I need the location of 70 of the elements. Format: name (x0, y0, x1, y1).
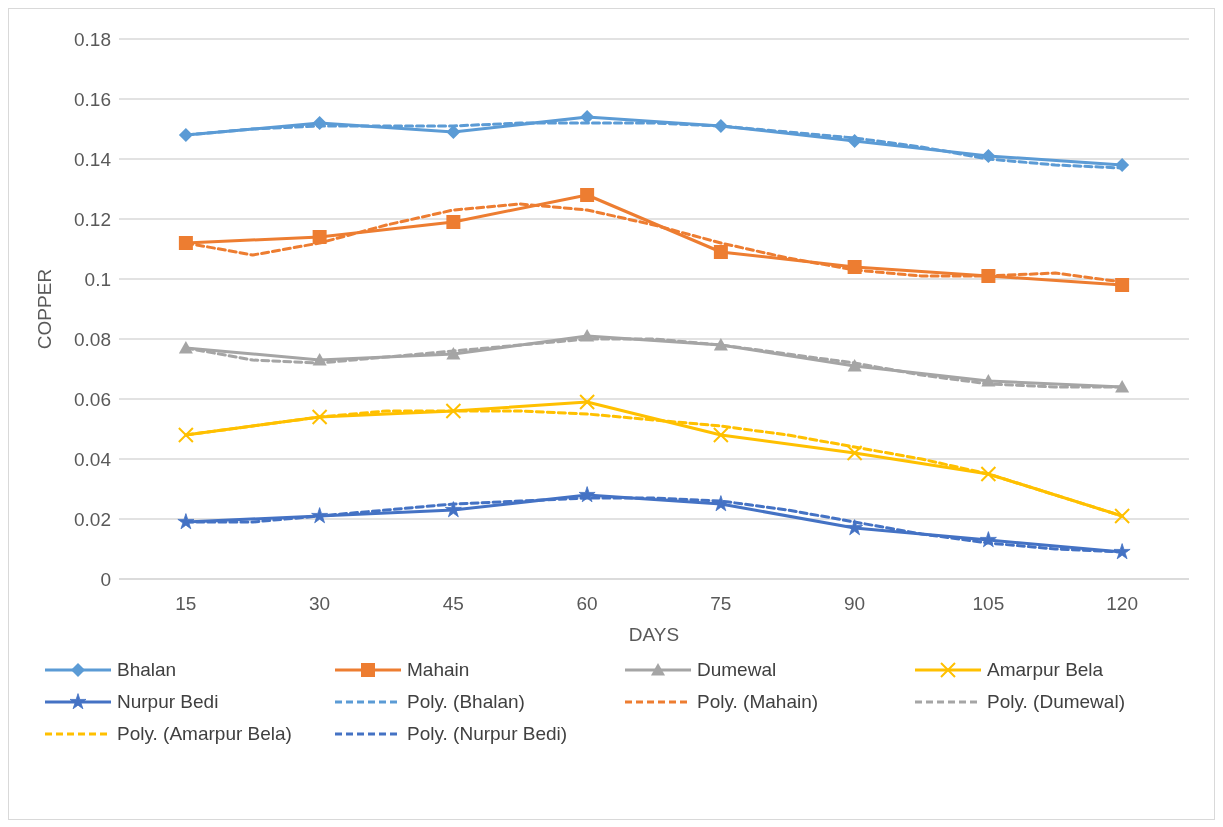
y-tick-label: 0.14 (74, 148, 112, 170)
point (579, 394, 596, 410)
point (846, 445, 863, 461)
point (312, 116, 327, 130)
point (712, 495, 730, 512)
point (445, 403, 462, 419)
point (847, 260, 862, 274)
legend-label: Bhalan (117, 659, 177, 681)
point (444, 501, 462, 518)
point (580, 188, 595, 202)
point (446, 347, 461, 360)
point (580, 110, 595, 124)
point (178, 128, 193, 142)
legend-label: Poly. (Dumewal) (987, 691, 1125, 713)
point (981, 269, 996, 283)
point (847, 359, 862, 372)
point (980, 466, 997, 482)
point (446, 215, 461, 229)
x-tick-label: 105 (972, 593, 1005, 615)
point (1113, 543, 1131, 560)
point (311, 409, 328, 425)
point (1115, 158, 1130, 172)
point (1114, 508, 1131, 524)
point (713, 119, 728, 133)
y-tick-label: 0.04 (74, 448, 112, 470)
point (846, 519, 864, 536)
y-tick-label: 0.16 (74, 88, 111, 110)
point (312, 230, 327, 244)
y-tick-label: 0.06 (74, 388, 111, 410)
x-tick-label: 30 (309, 593, 331, 615)
legend-label: Nurpur Bedi (117, 691, 219, 713)
y-tick-label: 0.1 (84, 268, 111, 290)
y-axis-title: COPPER (33, 268, 55, 350)
legend-label: Mahain (407, 659, 470, 681)
legend-label: Amarpur Bela (987, 659, 1104, 681)
legend-label: Poly. (Nurpur Bedi) (407, 723, 568, 745)
legend-label: Dumewal (697, 659, 777, 681)
point (578, 486, 596, 503)
point (713, 338, 728, 351)
legend-label: Poly. (Amarpur Bela) (117, 723, 292, 745)
point (580, 329, 595, 342)
x-tick-label: 45 (442, 593, 464, 615)
y-tick-label: 0.02 (74, 508, 111, 530)
point (178, 236, 193, 250)
x-tick-label: 75 (710, 593, 732, 615)
point (981, 374, 996, 387)
point (712, 427, 729, 443)
point (1115, 380, 1130, 393)
point (713, 245, 728, 259)
y-tick-label: 0.08 (74, 328, 111, 350)
point (311, 507, 329, 524)
legend-label: Poly. (Bhalan) (407, 691, 525, 713)
x-tick-label: 120 (1106, 593, 1138, 615)
x-tick-label: 60 (576, 593, 598, 615)
x-axis-title: DAYS (628, 624, 680, 645)
point (177, 513, 195, 530)
legend-label: Poly. (Mahain) (697, 691, 819, 713)
point (979, 531, 997, 548)
x-tick-label: 90 (844, 593, 866, 615)
point (446, 125, 461, 139)
y-tick-label: 0.18 (74, 28, 111, 50)
y-tick-label: 0 (100, 568, 111, 590)
point (178, 341, 193, 354)
y-tick-label: 0.12 (74, 208, 111, 230)
x-tick-label: 15 (175, 593, 197, 615)
point (847, 134, 862, 148)
point (1115, 278, 1130, 292)
point (177, 427, 194, 443)
point (312, 353, 327, 366)
point (981, 149, 996, 163)
